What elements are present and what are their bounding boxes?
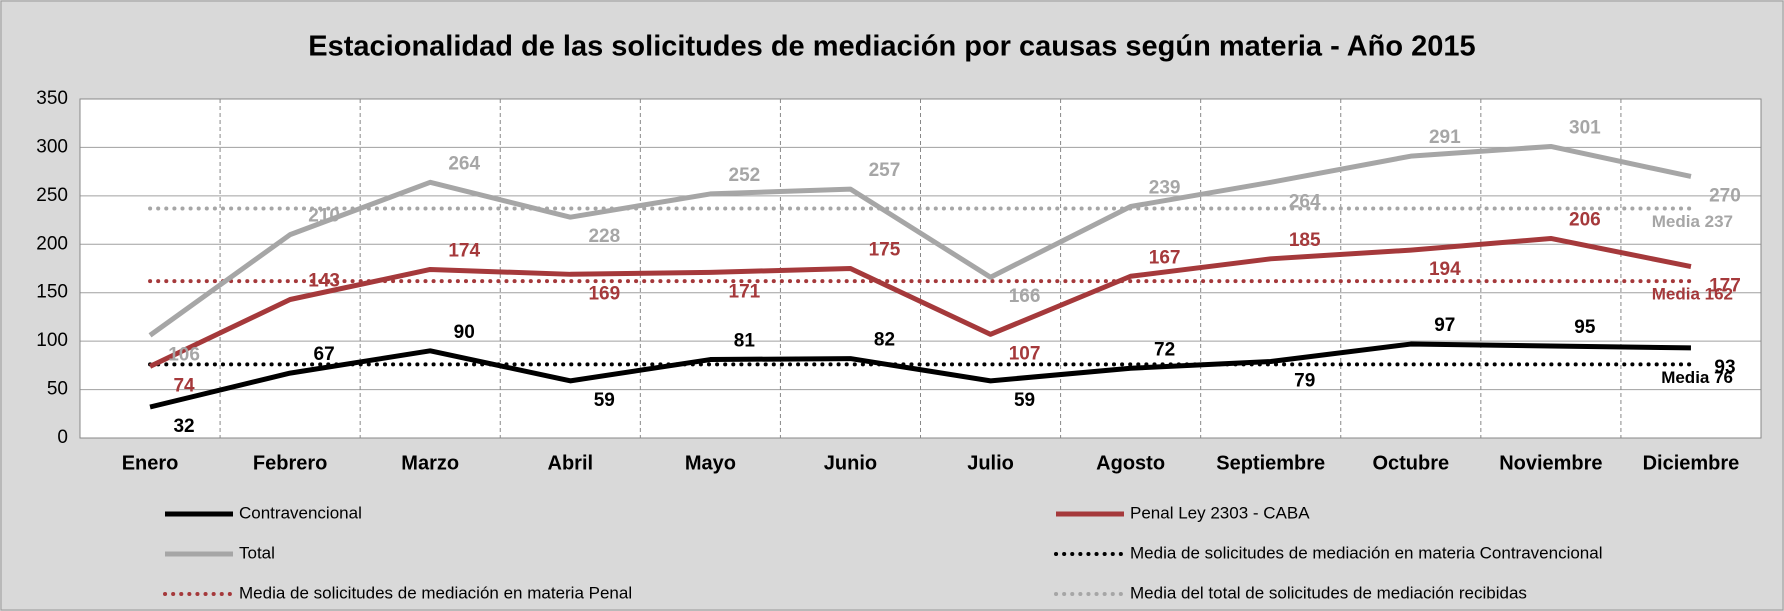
y-tick-label: 250 xyxy=(36,185,68,206)
data-label: 81 xyxy=(734,331,756,352)
y-tick-label: 200 xyxy=(36,233,68,254)
legend-label: Media de solicitudes de mediación en mat… xyxy=(239,583,632,602)
data-label: 252 xyxy=(729,165,761,186)
data-label: 239 xyxy=(1149,178,1181,199)
data-label: 264 xyxy=(1289,191,1321,212)
data-label: 175 xyxy=(869,240,901,261)
data-label: 67 xyxy=(314,344,335,365)
x-tick-label: Noviembre xyxy=(1499,452,1602,474)
data-label: 82 xyxy=(874,330,895,351)
series-line xyxy=(148,235,1692,369)
x-tick-label: Julio xyxy=(967,452,1014,474)
data-label: 143 xyxy=(308,271,340,292)
y-tick-label: 150 xyxy=(36,282,68,303)
data-label: 291 xyxy=(1429,127,1461,148)
data-label: 97 xyxy=(1434,315,1455,336)
data-label: 174 xyxy=(448,240,480,261)
data-label: 228 xyxy=(588,226,620,247)
data-label: 301 xyxy=(1569,117,1601,138)
x-tick-label: Abril xyxy=(548,452,594,474)
legend-label: Media de solicitudes de mediación en mat… xyxy=(1130,543,1603,562)
x-tick-label: Febrero xyxy=(253,452,327,474)
y-tick-label: 50 xyxy=(47,379,68,400)
data-label: 74 xyxy=(173,375,195,396)
data-label: 206 xyxy=(1569,209,1601,230)
x-tick-label: Octubre xyxy=(1372,452,1449,474)
data-label: 95 xyxy=(1574,317,1596,338)
data-label: 257 xyxy=(869,160,901,181)
legend-label: Total xyxy=(239,543,275,562)
series-line xyxy=(149,341,1691,410)
mean-label: Media 237 xyxy=(1652,212,1733,231)
x-tick-label: Diciembre xyxy=(1643,452,1740,474)
x-tick-label: Marzo xyxy=(401,452,459,474)
x-tick-label: Agosto xyxy=(1096,452,1165,474)
data-label: 166 xyxy=(1009,286,1041,307)
data-label: 90 xyxy=(454,322,475,343)
data-label: 59 xyxy=(1014,390,1035,411)
y-tick-label: 350 xyxy=(36,88,68,109)
legend-label: Contravencional xyxy=(239,503,362,522)
data-label: 210 xyxy=(308,206,340,227)
data-label: 270 xyxy=(1709,186,1741,207)
data-label: 194 xyxy=(1429,259,1461,280)
data-label: 167 xyxy=(1149,247,1181,268)
y-tick-label: 300 xyxy=(36,136,68,157)
data-label: 169 xyxy=(588,283,620,304)
mean-label: Media 76 xyxy=(1661,368,1733,387)
data-label: 79 xyxy=(1294,370,1315,391)
data-label: 177 xyxy=(1709,276,1741,297)
x-tick-label: Septiembre xyxy=(1216,452,1325,474)
data-label: 106 xyxy=(168,344,200,365)
x-tick-label: Junio xyxy=(824,452,877,474)
plot-border xyxy=(79,98,1762,439)
mean-label: Media 162 xyxy=(1652,285,1733,304)
data-label: 264 xyxy=(448,153,480,174)
series-line xyxy=(148,143,1692,338)
data-label: 93 xyxy=(1714,357,1735,378)
legend-label: Media del total de solicitudes de mediac… xyxy=(1130,583,1527,602)
y-tick-label: 100 xyxy=(36,330,68,351)
data-label: 59 xyxy=(594,390,615,411)
data-label: 185 xyxy=(1289,230,1321,251)
data-label: 171 xyxy=(729,281,761,302)
data-label: 72 xyxy=(1154,339,1175,360)
x-tick-label: Enero xyxy=(122,452,179,474)
chart-title: Estacionalidad de las solicitudes de med… xyxy=(308,31,1475,63)
x-tick-label: Mayo xyxy=(685,452,736,474)
y-tick-label: 0 xyxy=(57,427,68,448)
legend-label: Penal Ley 2303 - CABA xyxy=(1130,503,1310,522)
data-label: 32 xyxy=(173,416,194,437)
data-label: 107 xyxy=(1009,343,1041,364)
